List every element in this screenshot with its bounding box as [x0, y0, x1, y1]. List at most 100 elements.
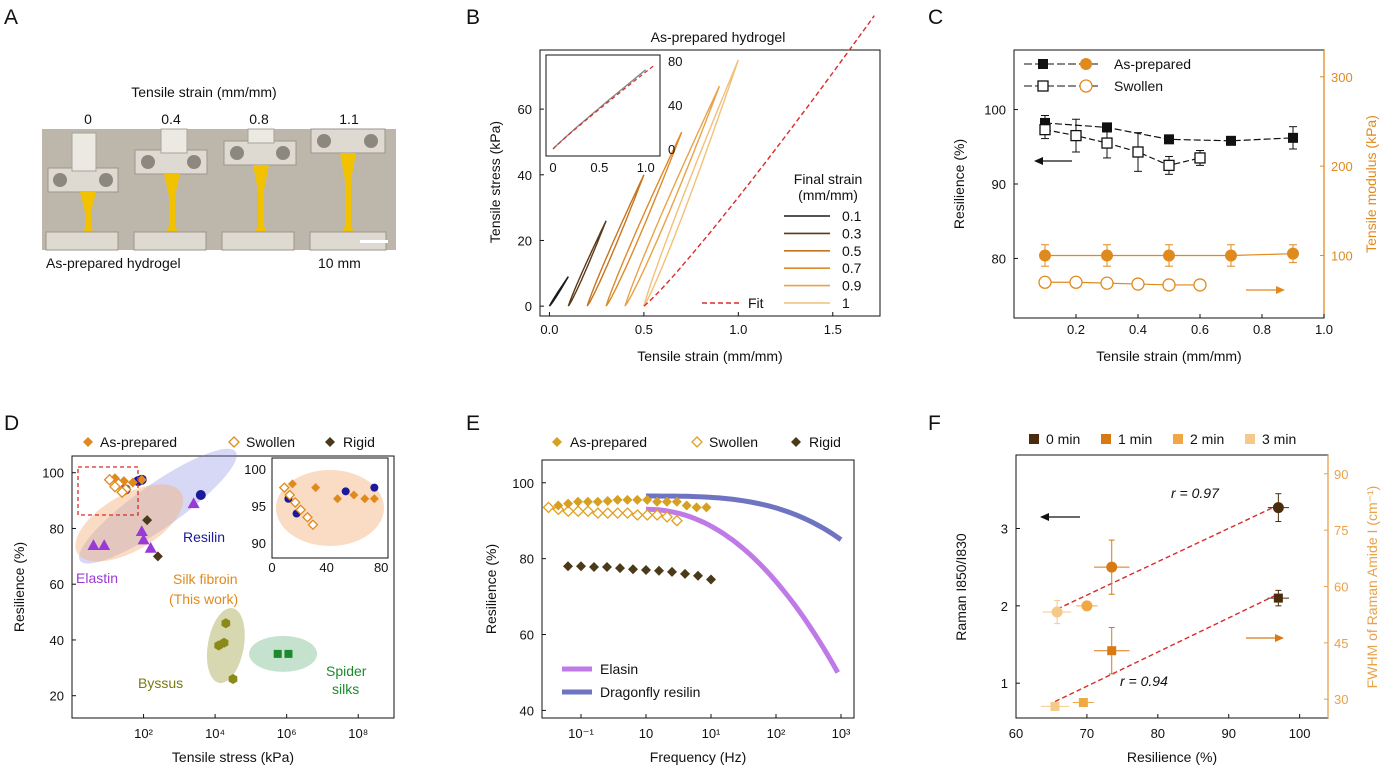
panel-d-group-spider-2: silks: [332, 681, 359, 697]
panel-c-line-3: [1045, 281, 1200, 286]
panel-f-legend-marker-2: [1173, 434, 1183, 444]
panel-e-point-as-prepared: [671, 496, 682, 507]
panel-d-inset-point-swollen: [284, 489, 296, 501]
panel-f-legend-2: 2 min: [1190, 431, 1224, 447]
panel-c-legend: [1024, 58, 1098, 93]
panel-b: B 0.0 0.5 1.0 1.5 0 20 40 60 Tensile strain (mm…: [466, 6, 881, 364]
panel-c-point: [1131, 277, 1145, 291]
panel-d-point-elastin: [137, 533, 150, 545]
panel-e-point-swollen: [611, 507, 624, 520]
panel-b-xtick-label: 1.5: [824, 322, 842, 337]
panel-d-inset-ytick-label: 90: [252, 536, 266, 551]
arrow-left-icon: [1040, 513, 1080, 521]
panel-b-xlabel: Tensile strain (mm/mm): [637, 348, 782, 364]
panel-f-point: [1051, 606, 1063, 618]
panel-d-inset-region: [276, 470, 384, 546]
panel-d-inset-point-as-prepared: [287, 479, 297, 489]
panel-d-ticks: 10² 10⁴ 10⁶ 10⁸ 20 40 60 80 100: [42, 466, 368, 741]
panel-a-label: A: [4, 6, 18, 29]
panel-e-xlabel: Frequency (Hz): [650, 749, 746, 765]
panel-c-legend-marker: [1038, 59, 1048, 69]
panel-a: A Tensile strain (mm/mm) 0 0.4 0.8 1.1: [4, 6, 396, 271]
panel-d-group-silk-2: (This work): [169, 591, 238, 607]
panel-e-point-rigid: [628, 564, 638, 575]
panel-b-ytick-label: 40: [518, 168, 532, 183]
panel-c-line-1: [1044, 129, 1201, 167]
panel-c-xlabel: Tensile strain (mm/mm): [1096, 348, 1241, 364]
panel-e-xtick-label: 10³: [832, 726, 851, 741]
panel-c-point: [1100, 276, 1114, 290]
panel-b-inset-ytick-label: 40: [668, 98, 682, 113]
panel-e-point-as-prepared: [582, 496, 593, 507]
panel-f-legend-marker-1: [1101, 434, 1111, 444]
panel-b-axes: [539, 49, 881, 317]
strain-label-3: 1.1: [339, 111, 359, 127]
panel-c-ylabel-right: Tensile modulus (kPa): [1363, 115, 1379, 253]
panel-e-xtick-label: 10²: [767, 726, 786, 741]
panel-e-xtick-label: 10: [639, 726, 653, 741]
panel-d-legend-swollen: Swollen: [246, 434, 295, 450]
panel-e-point-rigid: [563, 561, 573, 572]
panel-d-legend-marker-swollen: [228, 436, 240, 448]
strain-label-0: 0: [84, 111, 92, 127]
panel-d-label: D: [4, 412, 19, 435]
panel-e-point-as-prepared: [642, 494, 653, 505]
panel-c-legend-swollen: Swollen: [1114, 78, 1163, 94]
panel-d-group-resilin: Resilin: [183, 529, 225, 545]
panel-b-ytick-label: 60: [518, 102, 532, 117]
panel-d-legend-marker-rigid: [325, 437, 335, 447]
panel-f-point: [1081, 600, 1093, 612]
panel-d-legend-marker-as-prepared: [83, 437, 93, 447]
panel-e-legend-markers: [552, 436, 801, 448]
panel-c-point: [1039, 249, 1051, 262]
panel-c-point: [1102, 122, 1112, 133]
panel-c-legend-marker: [1079, 79, 1093, 93]
panel-d-point-elastin: [87, 539, 100, 550]
panel-b-curves: [548, 15, 875, 307]
panel-c-ytick-label: 90: [992, 177, 1006, 192]
panel-f-legend-3: 3 min: [1262, 431, 1296, 447]
panel-c-point: [1163, 159, 1175, 172]
panel-e-legend-resilin: Dragonfly resilin: [600, 684, 700, 700]
panel-d: D 10² 10⁴ 10⁶ 10⁸ 20 40 60 80 100 0 40 80 90 95 100 A…: [4, 412, 395, 765]
panel-e-ytick-label: 40: [520, 703, 534, 718]
panel-b-inset-xtick-label: 0: [549, 160, 556, 175]
panel-c-axes: [1013, 49, 1325, 319]
panel-e-legend-swollen: Swollen: [709, 434, 758, 450]
panel-c-xtick-label: 0.2: [1067, 322, 1085, 337]
panel-f-legend-marker-3: [1245, 434, 1255, 444]
panel-c-xtick-label: 0.8: [1253, 322, 1271, 337]
panel-c-point: [1163, 249, 1175, 262]
panel-c-point: [1287, 247, 1299, 260]
hydrogel-photo: [42, 128, 396, 251]
panel-b-ytick-label: 20: [518, 233, 532, 248]
panel-e-point-as-prepared: [592, 496, 603, 507]
panel-e-legend-rigid: Rigid: [809, 434, 841, 450]
panel-e-point-as-prepared: [563, 498, 574, 509]
panel-e-point-as-prepared: [652, 496, 663, 507]
panel-f-xlabel: Resilience (%): [1127, 749, 1217, 765]
panel-f-point: [1078, 698, 1088, 708]
panel-f-point: [1272, 502, 1284, 514]
panel-d-point-elastin: [144, 541, 157, 553]
panel-c-point: [1193, 278, 1207, 292]
panel-b-curve-0.9: [624, 85, 721, 307]
panel-b-curve-1: [643, 59, 739, 307]
panel-c-legend-as-prepared: As-prepared: [1114, 56, 1191, 72]
panel-d-point-swollen: [103, 473, 116, 486]
panel-e-legend-marker-swollen: [691, 436, 703, 448]
panel-b-xtick-label: 1.0: [729, 322, 747, 337]
panel-e-point-rigid: [576, 561, 586, 572]
panel-d-xtick-label: 10⁶: [277, 726, 297, 741]
panel-e-legend-elasin: Elasin: [600, 661, 638, 677]
panel-c-ytick-right-label: 300: [1331, 70, 1353, 85]
panel-b-curve-0.7: [605, 131, 683, 307]
panel-d-inset-point-swollen: [289, 497, 301, 508]
panel-d-ylabel: Resilience (%): [11, 542, 27, 632]
panel-f-point: [1050, 701, 1060, 711]
panel-b-xtick-label: 0.0: [540, 322, 558, 337]
panel-d-inset: 0 40 80 90 95 100: [244, 462, 388, 575]
panel-b-fit-line: [643, 15, 875, 307]
panel-c-legend-marker: [1080, 58, 1092, 70]
panel-b-curve-0.5: [586, 174, 645, 307]
